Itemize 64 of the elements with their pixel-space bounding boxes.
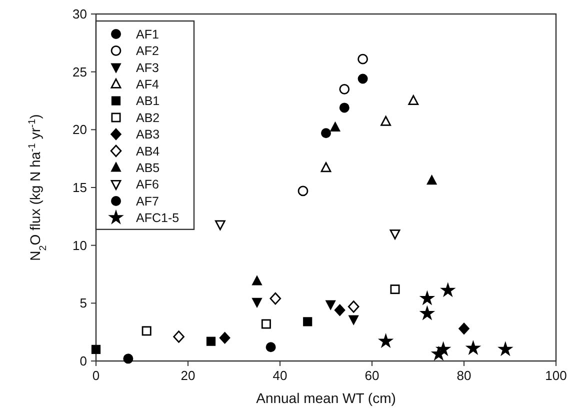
point [326,300,336,310]
point [458,322,470,335]
point [330,122,340,132]
x-tick-label: 80 [456,368,472,383]
point [466,341,480,354]
point [390,229,400,240]
x-tick-label: 40 [272,368,288,383]
point [441,283,455,296]
point [219,332,230,344]
legend-label: AB5 [136,160,160,175]
point [206,336,216,346]
point [303,317,312,326]
y-tick-label: 10 [72,238,87,253]
point [420,291,434,304]
point [334,304,346,316]
point [123,354,134,364]
legend-label: AF2 [136,44,159,58]
legend-label: AF3 [136,60,159,75]
point [348,300,360,313]
y-tick-label: 5 [80,296,87,311]
point [358,74,368,84]
point [378,334,393,348]
point [173,330,184,343]
x-tick-label: 20 [180,368,196,383]
point [339,102,350,113]
point [320,162,332,172]
y-tick-label: 0 [80,354,87,369]
point [436,342,450,356]
point [339,84,350,94]
point [261,319,271,329]
legend-label: AF7 [136,194,159,208]
point [380,116,391,126]
x-tick-label: 100 [545,368,567,383]
point [358,54,368,64]
y-tick-label: 30 [72,6,87,22]
x-tick-label: 0 [92,368,100,383]
legend-label: AFC1-5 [136,211,180,226]
y-tick-label: 15 [72,180,87,196]
point [408,95,419,106]
point [420,306,434,320]
y-tick-label: 25 [72,64,87,80]
point [321,128,331,138]
legend-label: AF4 [136,77,159,92]
point [270,292,282,305]
point [252,276,262,286]
point [498,342,512,356]
x-axis-title: Annual mean WT (cm) [256,390,396,406]
point [91,344,101,354]
point [426,175,437,185]
legend-label: AB4 [136,144,160,158]
legend-label: AF1 [136,27,159,42]
point [252,298,262,308]
point [298,186,308,196]
point [266,342,276,352]
legend-label: AB1 [136,94,160,108]
legend-label: AB2 [136,110,160,125]
point [215,220,226,230]
legend-label: AB3 [136,128,160,142]
point [390,284,400,294]
point [142,326,152,336]
legend-label: AF6 [136,178,159,192]
y-tick-label: 20 [72,122,87,138]
point [348,315,359,325]
x-tick-label: 60 [364,368,380,383]
